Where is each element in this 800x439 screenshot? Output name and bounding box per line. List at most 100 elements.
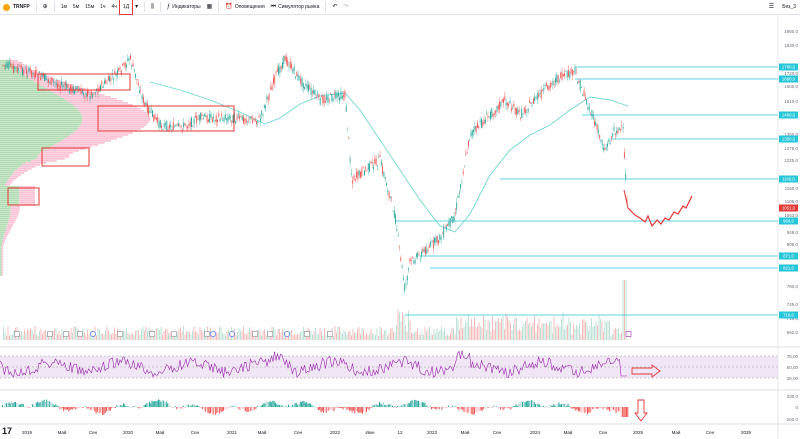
redo-button[interactable]: ↷: [340, 0, 351, 14]
candle-body: [87, 90, 88, 97]
volume-bar: [420, 334, 421, 340]
profile-sell-bar: [6, 226, 13, 228]
earnings-marker[interactable]: [63, 331, 69, 337]
candle-body: [170, 124, 172, 128]
time-tick: 2025: [633, 430, 644, 435]
candle-body: [192, 126, 194, 127]
layout-name[interactable]: Без_3: [782, 4, 796, 10]
earnings-marker[interactable]: [327, 331, 333, 337]
osc-bar: [575, 407, 577, 411]
earnings-marker[interactable]: [252, 331, 258, 337]
candle-body: [94, 93, 96, 95]
interval-dropdown[interactable]: ▾: [132, 0, 141, 14]
osc-bar: [54, 405, 55, 407]
alerts-button[interactable]: ⏰ Оповещения: [222, 0, 267, 14]
osc-bar: [464, 407, 466, 413]
interval-1h[interactable]: 1ч: [100, 4, 106, 10]
earnings-marker[interactable]: [171, 331, 177, 337]
volume-bar: [102, 333, 103, 340]
forecast-zigzag[interactable]: [627, 195, 693, 228]
forecast-drop-line[interactable]: [623, 189, 629, 209]
earnings-marker[interactable]: [267, 331, 273, 337]
candle-body: [300, 78, 302, 84]
profile-buy-bar: [0, 238, 4, 240]
profile-sell-bar: [30, 78, 56, 80]
profile-sell-bar: [77, 128, 141, 130]
osc-bar: [249, 407, 250, 412]
divider: [218, 2, 220, 12]
volume-bar: [87, 329, 88, 340]
profile-sell-bar: [70, 102, 128, 104]
osc-bar: [297, 404, 299, 407]
candle-body: [327, 96, 329, 103]
templates-button[interactable]: ▦: [204, 0, 216, 14]
dividend-marker[interactable]: [284, 331, 290, 337]
osc-bar: [588, 407, 590, 413]
interval-4h[interactable]: 4ч: [111, 4, 117, 10]
volume-bar: [135, 331, 136, 340]
interval-1d[interactable]: 1Д: [118, 0, 134, 15]
candle-body: [214, 119, 216, 121]
chart-type-button[interactable]: ⫼: [148, 0, 157, 14]
interval-5m[interactable]: 5м: [72, 4, 80, 10]
osc-bar: [399, 405, 401, 407]
candle-body: [523, 107, 525, 113]
annotation-box[interactable]: [97, 105, 235, 132]
earnings-marker[interactable]: [47, 331, 53, 337]
menu-icon[interactable]: ☰: [768, 4, 775, 10]
earnings-marker[interactable]: [625, 331, 632, 337]
osc-bar: [215, 407, 217, 415]
volume-bar: [132, 333, 133, 340]
add-symbol-button[interactable]: ⊕: [40, 0, 51, 14]
osc-bar: [86, 407, 88, 409]
price-level-label: 710,0: [783, 313, 794, 318]
osc-bar: [247, 407, 249, 413]
volume-bar: [70, 327, 72, 340]
osc-bar: [301, 401, 302, 407]
osc-bar: [137, 407, 139, 408]
main-chart[interactable]: 1950,01830,01720,01600,01510,01460,01350…: [0, 15, 800, 439]
osc-bar: [186, 404, 188, 407]
earnings-marker[interactable]: [77, 331, 83, 337]
osc-bar: [37, 401, 39, 407]
earnings-marker[interactable]: [14, 331, 20, 337]
interval-1m[interactable]: 1м: [60, 4, 67, 10]
osc-bar: [63, 407, 65, 412]
volume-bar: [390, 328, 391, 340]
volume-bar: [9, 335, 10, 340]
profile-sell-bar: [13, 172, 25, 174]
volume-bar: [25, 332, 27, 340]
candle-body: [223, 118, 225, 122]
osc-bar: [619, 407, 621, 412]
replay-button[interactable]: ⏮ Симулятор рынка: [268, 0, 323, 14]
earnings-marker[interactable]: [149, 331, 155, 337]
osc-bar: [150, 403, 152, 407]
earnings-marker[interactable]: [304, 331, 310, 337]
dividend-marker[interactable]: [90, 331, 96, 337]
osc-arrow[interactable]: [634, 399, 648, 422]
candle-body: [568, 70, 569, 77]
volume-bar: [376, 328, 378, 340]
volume-bar: [72, 332, 73, 340]
osc-bar: [385, 404, 387, 407]
earnings-marker[interactable]: [204, 331, 210, 337]
tradingview-logo-icon[interactable]: 17: [2, 426, 13, 436]
annotation-box[interactable]: [7, 187, 40, 206]
dividend-marker[interactable]: [210, 331, 216, 337]
symbol-search[interactable]: TRNFP: [0, 0, 33, 14]
earnings-marker[interactable]: [117, 331, 123, 337]
volume-bar: [594, 325, 595, 340]
indicators-button[interactable]: ƒ Индикаторы: [164, 0, 204, 14]
osc-bar: [77, 407, 79, 410]
undo-button[interactable]: ↶: [329, 0, 340, 14]
price-level-tag: [779, 63, 798, 71]
rsi-arrow[interactable]: [631, 364, 661, 378]
osc-bar: [367, 407, 369, 409]
osc-bar: [90, 407, 92, 411]
interval-15m[interactable]: 15м: [85, 4, 95, 10]
osc-bar: [191, 404, 193, 407]
dividend-marker[interactable]: [229, 331, 235, 337]
annotation-box[interactable]: [41, 147, 90, 167]
candle-body: [561, 72, 563, 80]
annotation-box[interactable]: [37, 73, 131, 91]
